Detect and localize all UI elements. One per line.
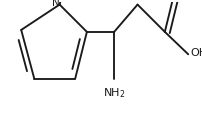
Text: NH$_2$: NH$_2$ (102, 86, 125, 100)
Text: N: N (52, 0, 60, 8)
Text: OH: OH (189, 48, 202, 58)
